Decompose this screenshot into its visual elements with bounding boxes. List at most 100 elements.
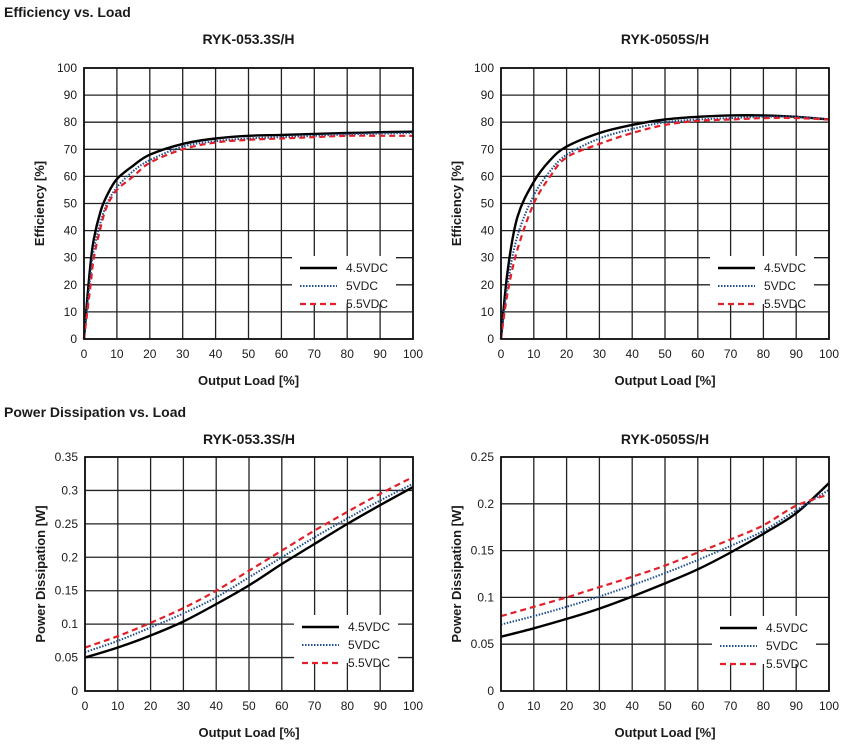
x-tick-label: 50 xyxy=(658,699,672,713)
y-tick-label: 0.05 xyxy=(55,651,79,665)
x-tick-label: 20 xyxy=(560,699,574,713)
x-tick-label: 0 xyxy=(498,699,505,713)
y-tick-label: 20 xyxy=(481,278,495,292)
legend-label: 5VDC xyxy=(764,279,796,293)
y-tick-label: 0.05 xyxy=(471,637,495,651)
x-tick-label: 70 xyxy=(724,347,738,361)
x-tick-label: 40 xyxy=(626,699,640,713)
series-line-4.5VDC xyxy=(82,130,414,340)
y-tick-label: 0.2 xyxy=(477,497,494,511)
y-tick-label: 70 xyxy=(64,142,78,156)
x-tick-label: 70 xyxy=(308,347,322,361)
y-tick-label: 60 xyxy=(481,169,495,183)
x-tick-label: 90 xyxy=(374,699,388,713)
chart-3: RYK-053.3S/H 0 10 20 30 40 50 60 70 80 90 100 0 0.05 0… xyxy=(33,431,423,740)
plot-frame xyxy=(500,67,830,340)
series-line-5.5VDC xyxy=(499,116,830,340)
y-tick-label: 10 xyxy=(481,305,495,319)
x-tick-label: 90 xyxy=(790,347,804,361)
series-line-5.5VDC xyxy=(82,134,413,340)
x-tick-label: 30 xyxy=(593,699,607,713)
x-tick-label: 30 xyxy=(177,699,191,713)
x-axis-label: Output Load [%] xyxy=(614,373,715,388)
series-line-4.5VDC xyxy=(84,486,414,659)
y-tick-label: 0.25 xyxy=(471,450,495,464)
legend-label: 4.5VDC xyxy=(348,620,390,634)
y-tick-label: 0 xyxy=(70,332,77,346)
series-line-5VDC xyxy=(500,488,830,626)
legend-label: 5.5VDC xyxy=(764,297,806,311)
y-tick-label: 0.15 xyxy=(55,584,79,598)
y-tick-label: 50 xyxy=(64,197,78,211)
x-tick-label: 70 xyxy=(724,699,738,713)
y-tick-label: 0.3 xyxy=(61,483,78,497)
y-tick-label: 0.2 xyxy=(61,550,78,564)
x-tick-label: 60 xyxy=(691,347,705,361)
y-tick-label: 30 xyxy=(481,251,495,265)
x-tick-label: 10 xyxy=(110,347,124,361)
chart-1: RYK-053.3S/H 0 10 20 30 40 50 60 70 80 90 100 0 10 20 3… xyxy=(32,31,423,388)
x-tick-label: 20 xyxy=(144,699,158,713)
y-axis-label: Efficiency [%] xyxy=(449,161,464,246)
y-tick-label: 70 xyxy=(481,142,495,156)
x-tick-label: 30 xyxy=(593,347,607,361)
series-line-5.5VDC xyxy=(84,476,414,649)
legend-label: 5VDC xyxy=(766,639,798,653)
x-tick-label: 40 xyxy=(626,347,640,361)
x-tick-label: 80 xyxy=(341,699,355,713)
x-tick-label: 50 xyxy=(658,347,672,361)
x-tick-label: 100 xyxy=(403,699,423,713)
y-tick-label: 0.1 xyxy=(477,590,494,604)
series-line-4.5VDC xyxy=(499,114,830,340)
x-tick-label: 10 xyxy=(111,699,125,713)
legend-label: 5VDC xyxy=(348,638,380,652)
series-line-5VDC xyxy=(84,482,414,654)
legend-label: 4.5VDC xyxy=(346,261,388,275)
y-axis-label: Power Dissipation [W] xyxy=(33,505,48,642)
efficiency-section-title: Efficiency vs. Load xyxy=(4,4,131,20)
y-tick-label: 40 xyxy=(481,224,495,238)
y-tick-label: 30 xyxy=(64,251,78,265)
y-tick-label: 0 xyxy=(487,332,494,346)
x-tick-label: 100 xyxy=(403,347,423,361)
x-tick-label: 40 xyxy=(210,699,224,713)
x-tick-label: 0 xyxy=(81,347,88,361)
x-axis-label: Output Load [%] xyxy=(198,725,299,740)
legend-background xyxy=(710,256,814,304)
x-tick-label: 80 xyxy=(341,347,355,361)
y-tick-label: 80 xyxy=(481,115,495,129)
x-tick-label: 80 xyxy=(757,699,771,713)
x-tick-label: 30 xyxy=(176,347,190,361)
y-tick-label: 0.1 xyxy=(61,617,78,631)
chart-2: RYK-0505S/H 0 10 20 30 40 50 60 70 80 90 100 0 10 20 30… xyxy=(449,31,839,388)
x-tick-label: 10 xyxy=(527,699,541,713)
legend-label: 4.5VDC xyxy=(764,261,806,275)
y-tick-label: 0.25 xyxy=(55,517,79,531)
legend-label: 5VDC xyxy=(346,279,378,293)
legend-background xyxy=(292,256,396,304)
x-tick-label: 10 xyxy=(527,347,541,361)
x-tick-label: 70 xyxy=(308,699,322,713)
y-tick-label: 60 xyxy=(64,169,78,183)
x-tick-label: 50 xyxy=(242,699,256,713)
chart-4: RYK-0505S/H 0 10 20 30 40 50 60 70 80 90 100 0 0.05 0.… xyxy=(449,431,839,740)
legend-label: 5.5VDC xyxy=(766,657,808,671)
y-axis-label: Power Dissipation [W] xyxy=(449,505,464,642)
series-line-5VDC xyxy=(500,115,830,340)
x-tick-label: 0 xyxy=(82,699,89,713)
x-tick-label: 90 xyxy=(790,699,804,713)
series-line-4.5VDC xyxy=(500,482,830,638)
y-tick-label: 50 xyxy=(481,197,495,211)
x-tick-label: 60 xyxy=(275,347,289,361)
x-axis-label: Output Load [%] xyxy=(614,725,715,740)
legend-label: 5.5VDC xyxy=(346,297,388,311)
x-tick-label: 0 xyxy=(498,347,505,361)
y-tick-label: 90 xyxy=(481,88,495,102)
y-tick-label: 100 xyxy=(57,61,77,75)
x-tick-label: 20 xyxy=(143,347,157,361)
y-tick-label: 40 xyxy=(64,224,78,238)
y-tick-label: 0 xyxy=(487,684,494,698)
y-tick-label: 100 xyxy=(474,61,494,75)
x-axis-label: Output Load [%] xyxy=(198,373,299,388)
